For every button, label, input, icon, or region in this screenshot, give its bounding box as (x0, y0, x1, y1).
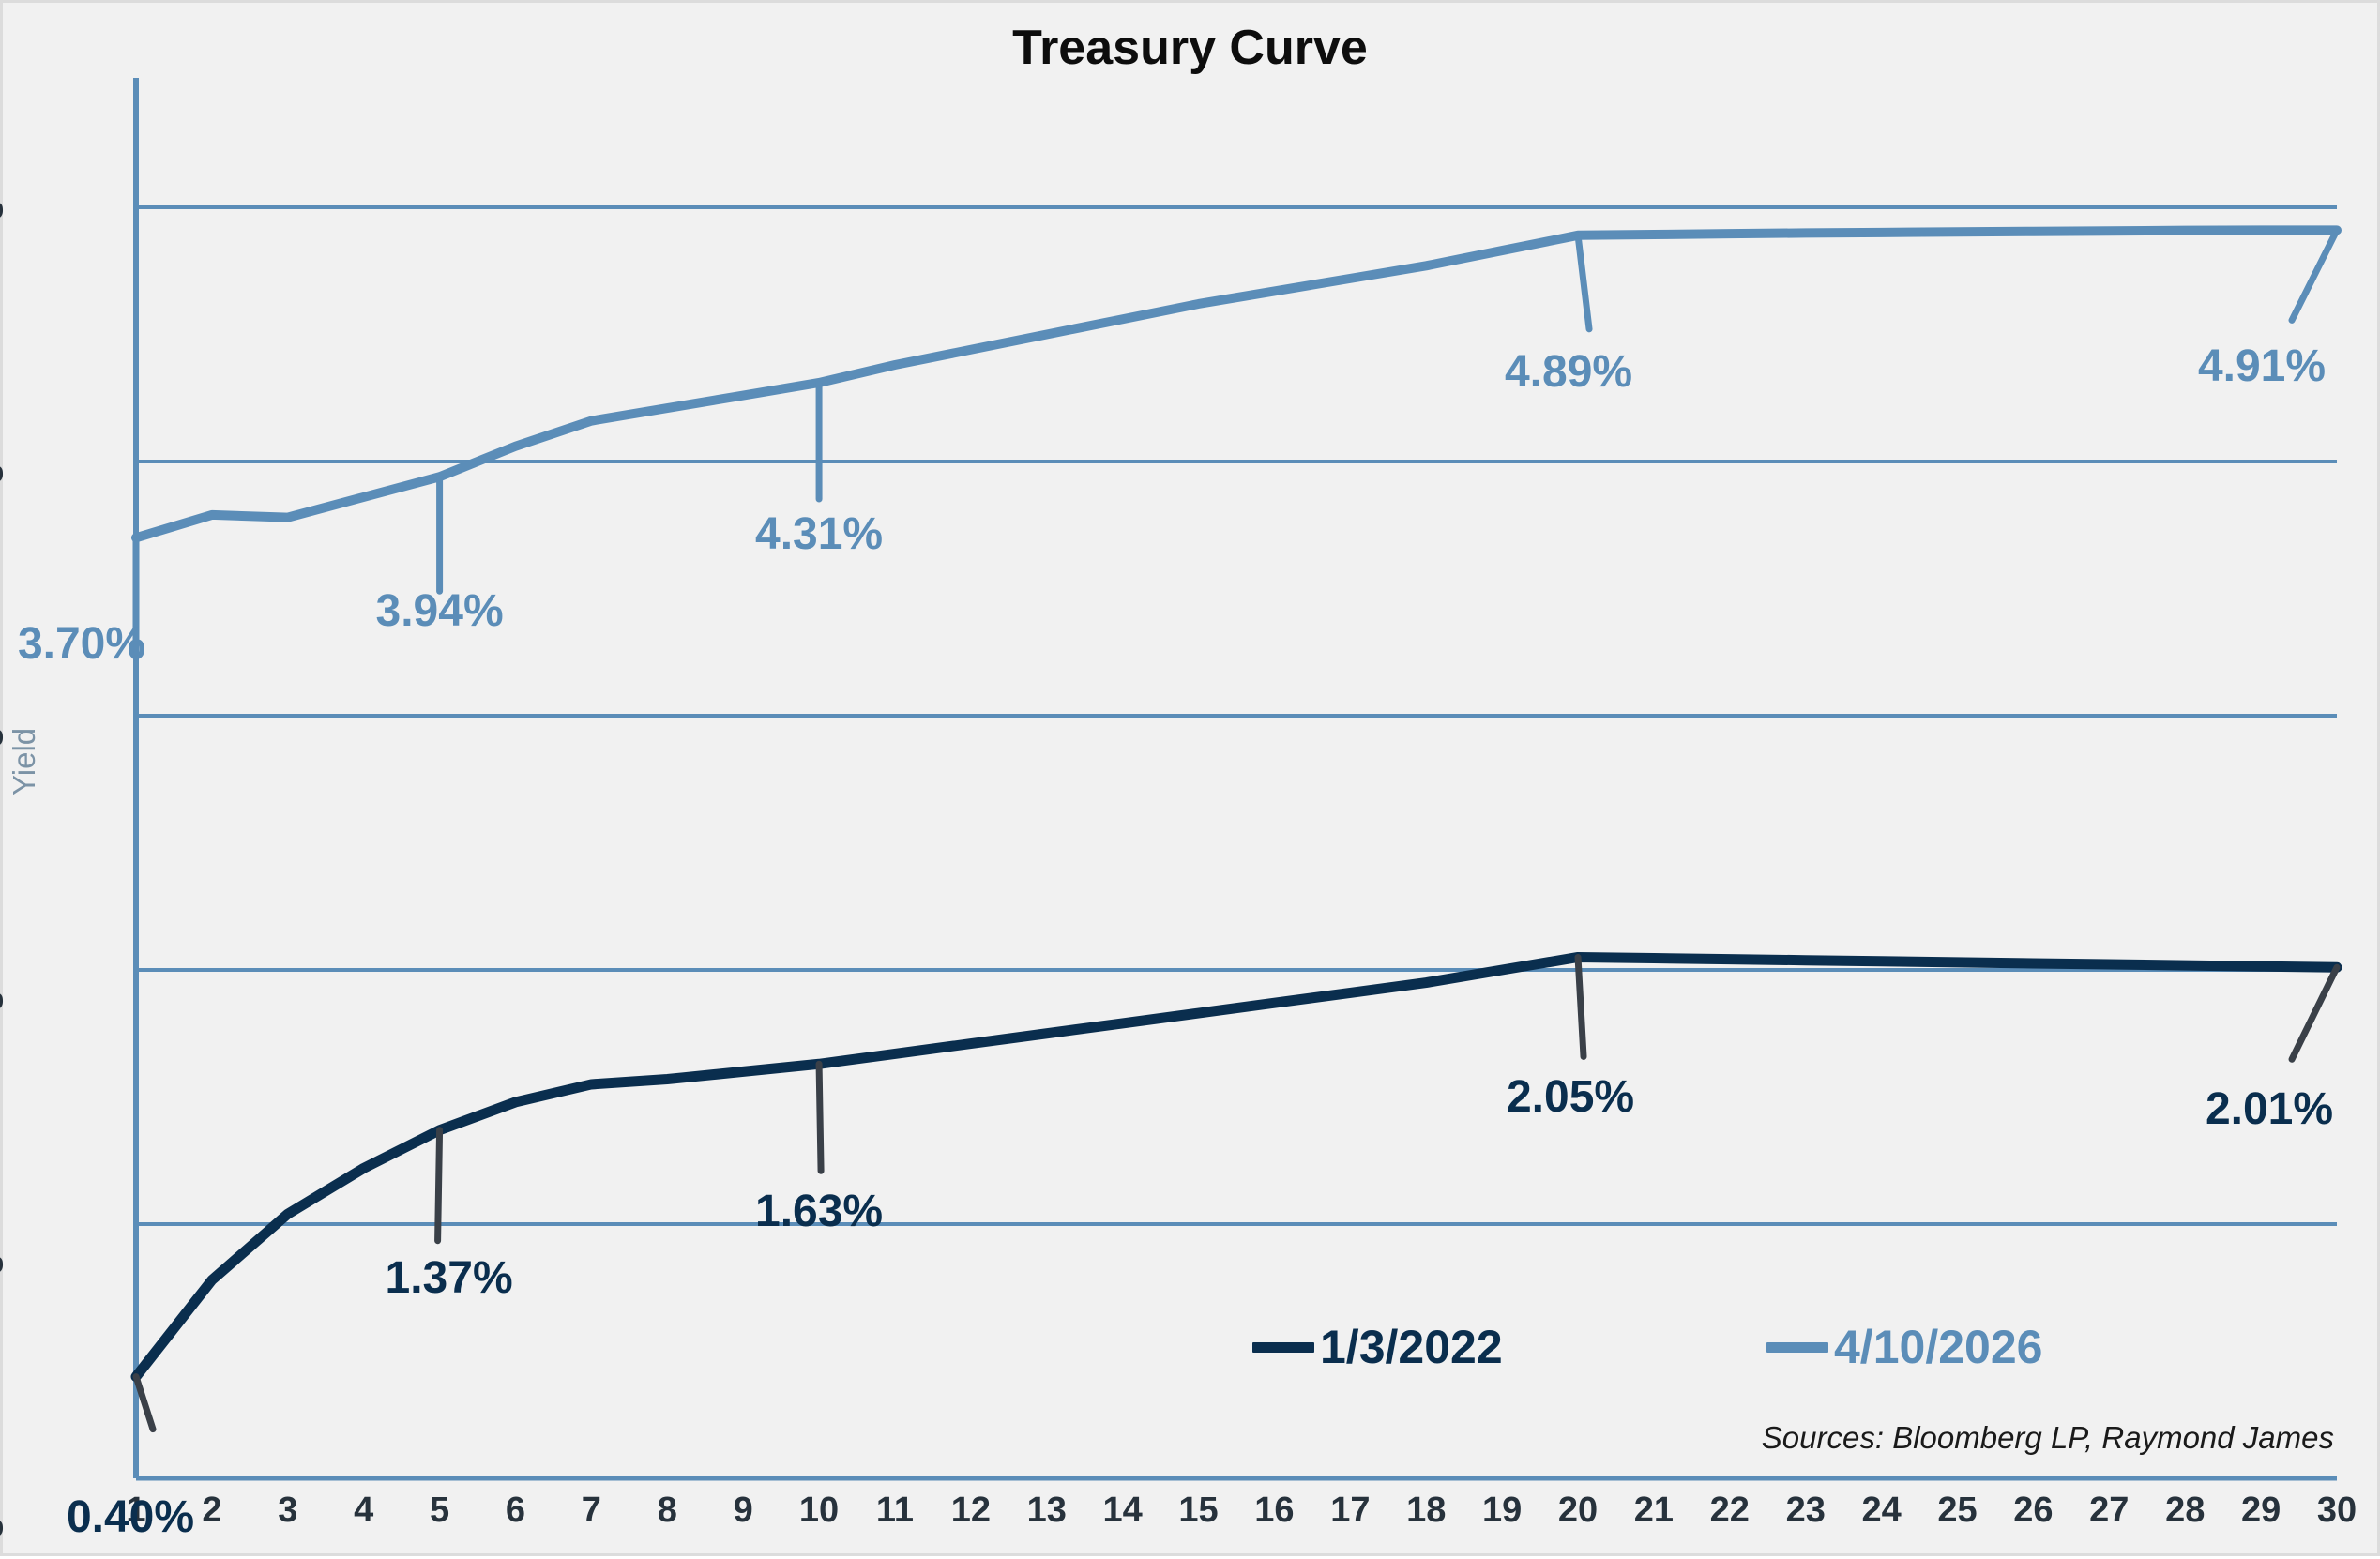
legend-swatch-blue (1766, 1341, 1828, 1353)
x-tick-label-19: 19 (1481, 1491, 1523, 1530)
y-tick-label-2: 2.0% (0, 977, 4, 1018)
leader-line-1/3/2022-5 (434, 1127, 444, 1245)
x-tick-label-7: 7 (581, 1491, 601, 1530)
x-tick-label-4: 4 (354, 1491, 374, 1530)
legend-label-navy: 1/3/2022 (1320, 1321, 1503, 1373)
data-label-1/3/2022-5: 1.37% (385, 1252, 513, 1303)
y-tick-label-4: 4.0% (0, 450, 4, 491)
leader-lines (132, 226, 2341, 1433)
x-tick-label-3: 3 (278, 1491, 298, 1530)
series-line-4/10/2026 (131, 225, 2342, 543)
data-label-4/10/2026-30: 4.91% (2197, 341, 2327, 392)
data-label-1/3/2022-30: 2.01% (2205, 1084, 2334, 1135)
x-tick-label-11: 11 (875, 1491, 915, 1530)
leader-line-1/3/2022-1 (132, 1373, 157, 1433)
data-label-1/3/2022-10: 1.63% (755, 1187, 884, 1237)
data-label-4/10/2026-5: 3.94% (375, 586, 504, 637)
x-tick-label-18: 18 (1406, 1491, 1447, 1530)
x-tick-label-16: 16 (1254, 1491, 1295, 1530)
y-tick-label-3: 3.0% (0, 714, 4, 754)
plot-area (130, 78, 2342, 1481)
x-tick-label-28: 28 (2165, 1491, 2206, 1530)
x-tick-label-30: 30 (2316, 1491, 2357, 1530)
series-lines (130, 225, 2342, 1383)
x-tick-label-23: 23 (1785, 1491, 1826, 1530)
x-tick-label-25: 25 (1937, 1491, 1978, 1530)
x-tick-label-26: 26 (2013, 1491, 2054, 1530)
page-title: Treasury Curve (1012, 21, 1368, 75)
leader-line-1/3/2022-30 (2288, 963, 2341, 1063)
leader-line-1/3/2022-20 (1574, 953, 1587, 1060)
x-tick-label-27: 27 (2089, 1491, 2130, 1530)
data-label-4/10/2026-20: 4.89% (1504, 346, 1633, 397)
x-tick-label-12: 12 (950, 1491, 991, 1530)
data-label-1/3/2022-1: 0.40% (66, 1491, 195, 1542)
data-label-4/10/2026-10: 4.31% (755, 508, 884, 559)
legend-label-blue: 4/10/2026 (1834, 1321, 2043, 1373)
leader-line-4/10/2026-20 (1574, 232, 1593, 333)
y-tick-label-5: 5.0% (0, 187, 4, 227)
x-tick-label-13: 13 (1026, 1491, 1067, 1530)
series-line-1/3/2022 (130, 951, 2342, 1383)
legend-item-1[interactable]: 1/3/2022 (1252, 1320, 1503, 1374)
x-tick-label-2: 2 (202, 1491, 222, 1530)
x-tick-label-24: 24 (1861, 1491, 1902, 1530)
leader-line-1/3/2022-10 (815, 1060, 825, 1174)
x-tick-label-5: 5 (430, 1491, 450, 1530)
x-tick-label-14: 14 (1102, 1491, 1143, 1530)
x-tick-label-21: 21 (1633, 1491, 1675, 1530)
x-tick-label-15: 15 (1178, 1491, 1219, 1530)
y-tick-label-0: 0.0% (0, 1505, 4, 1545)
x-tick-label-9: 9 (733, 1491, 753, 1530)
x-tick-label-22: 22 (1709, 1491, 1750, 1530)
x-tick-label-8: 8 (657, 1491, 677, 1530)
sources-note: Sources: Bloomberg LP, Raymond James (1761, 1420, 2334, 1455)
data-label-4/10/2026-1: 3.70% (17, 619, 146, 670)
leader-line-4/10/2026-30 (2288, 226, 2341, 324)
x-tick-label-10: 10 (798, 1491, 840, 1530)
x-tick-label-1: 1 (126, 1491, 146, 1530)
data-label-1/3/2022-20: 2.05% (1506, 1072, 1635, 1123)
x-tick-label-20: 20 (1557, 1491, 1599, 1530)
x-tick-label-6: 6 (505, 1491, 526, 1530)
x-tick-label-17: 17 (1330, 1491, 1371, 1530)
legend-swatch-navy (1252, 1341, 1314, 1353)
legend-item-2[interactable]: 4/10/2026 (1766, 1320, 2042, 1374)
x-tick-label-29: 29 (2240, 1491, 2281, 1530)
y-tick-label-1: 1.0% (0, 1241, 4, 1281)
gridlines (136, 205, 2337, 1481)
